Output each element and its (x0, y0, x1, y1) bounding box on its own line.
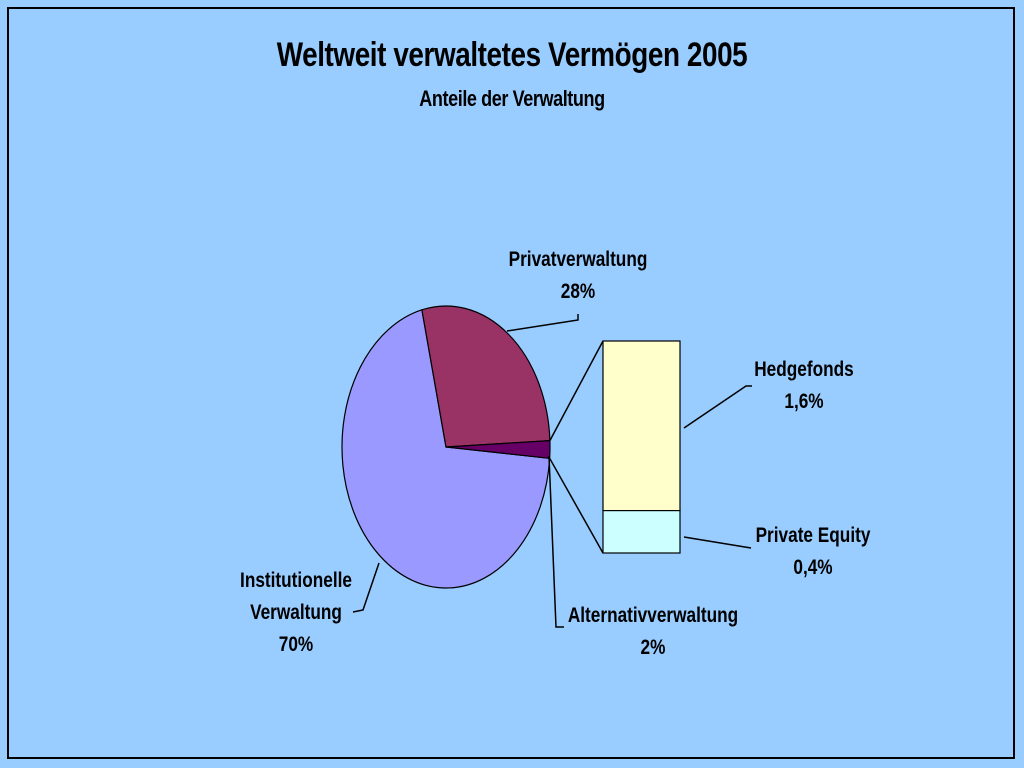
bar-segment-value: 1,6% (784, 390, 824, 413)
slice-value: 2% (640, 636, 666, 659)
chart-subtitle: Anteile der Verwaltung (419, 86, 605, 111)
slice-label-line: Alternativverwaltung (567, 604, 739, 627)
connector-line-top (549, 340, 604, 441)
slice-label-privatverwaltung: Privatverwaltung 28% (504, 244, 652, 308)
chart-title: Weltweit verwaltetes Vermögen 2005 (276, 36, 748, 74)
leader-line-institutionelle (352, 562, 380, 613)
bar-segment-label: Hedgefonds (754, 358, 854, 381)
bar-label-private-equity: Private Equity 0,4% (747, 520, 878, 584)
pie-slice-privatverwaltung (421, 305, 551, 448)
bar-segment-private-equity (602, 510, 681, 554)
leader-line-privatverwaltung (506, 314, 579, 332)
slice-value: 28% (560, 280, 596, 303)
slice-label-line: Institutionelle (240, 569, 352, 592)
slice-value: 70% (278, 633, 314, 656)
bar-segment-label: Private Equity (755, 524, 871, 547)
bar-segment-value: 0,4% (793, 556, 833, 579)
pie-slice-institutionelle (341, 309, 551, 589)
leader-line-alternativverwaltung (548, 455, 564, 628)
slice-label-institutionelle: Institutionelle Verwaltung 70% (239, 565, 354, 661)
bar-segment-hedgefonds (602, 340, 681, 512)
slice-label-alternativverwaltung: Alternativverwaltung 2% (567, 600, 739, 664)
leader-line-hedgefonds (683, 385, 752, 429)
slice-label-line: Privatverwaltung (508, 248, 648, 271)
leader-line-private-equity (683, 536, 752, 549)
bar-label-hedgefonds: Hedgefonds 1,6% (747, 354, 862, 418)
connector-line-bottom (549, 457, 604, 554)
slice-label-line: Verwaltung (250, 601, 342, 624)
